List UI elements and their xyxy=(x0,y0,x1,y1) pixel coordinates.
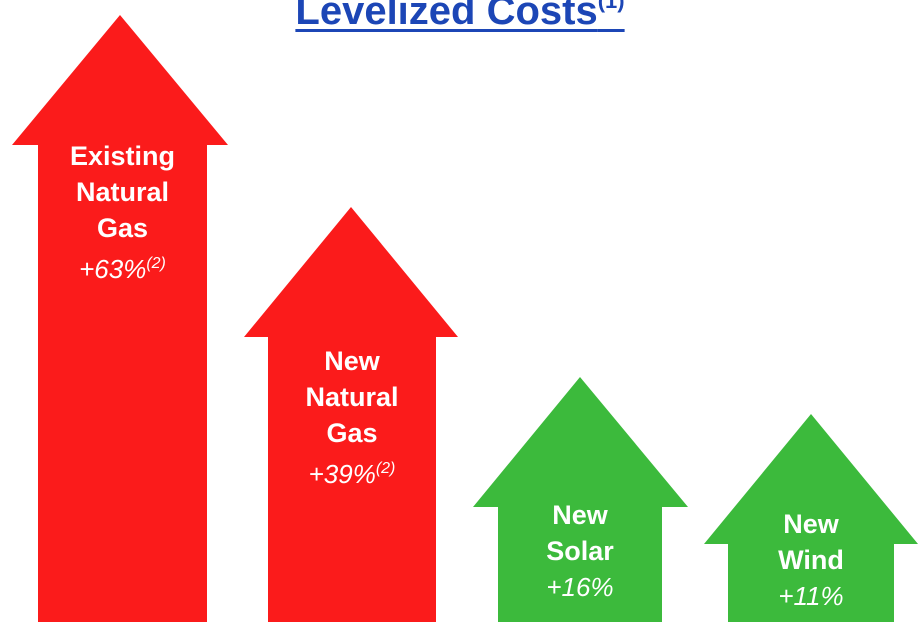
change-note: (2) xyxy=(375,460,396,477)
change: +11% xyxy=(755,578,867,614)
arrow-label: New Wind +11% xyxy=(755,506,867,614)
arrow xyxy=(473,377,688,622)
label-text: New Solar xyxy=(546,500,614,566)
change-value: +16% xyxy=(546,572,614,602)
label-text: New Wind xyxy=(778,509,844,575)
arrow xyxy=(244,207,458,622)
label-text: New Natural Gas xyxy=(305,346,399,448)
title-text: Levelized Costs xyxy=(295,0,598,33)
arrow xyxy=(704,414,918,622)
change-note: (2) xyxy=(146,255,166,272)
arrow-label: Existing Natural Gas +63%(2) xyxy=(67,138,179,287)
change: +63%(2) xyxy=(67,246,179,287)
change-value: +39% xyxy=(308,459,376,489)
label-text: Existing Natural Gas xyxy=(69,141,176,243)
arrow xyxy=(12,15,228,622)
change: +16% xyxy=(524,569,636,605)
arrow-label: New Natural Gas +39%(2) xyxy=(296,343,408,492)
title-note: (1) xyxy=(597,0,625,13)
change: +39%(2) xyxy=(296,451,408,492)
change-value: +11% xyxy=(778,581,844,611)
change-value: +63% xyxy=(79,254,147,284)
arrow-label: New Solar +16% xyxy=(524,497,636,605)
title: Levelized Costs(1) xyxy=(0,0,920,34)
